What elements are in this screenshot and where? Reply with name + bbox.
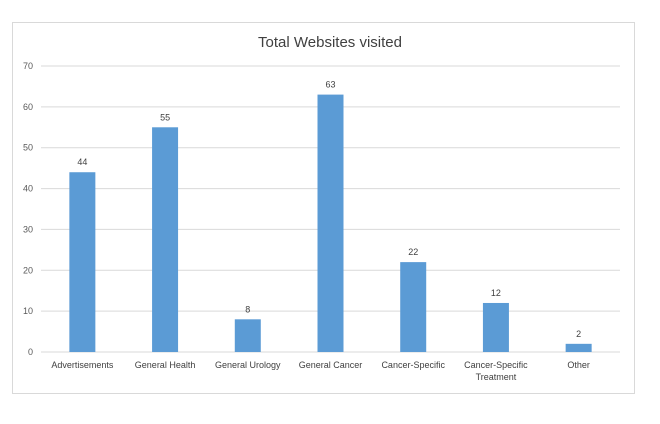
x-category-label: Cancer-Specific Treatment <box>464 360 528 382</box>
x-category-label: Other <box>567 360 590 370</box>
data-labels: 44 55 8 63 22 12 2 <box>77 80 581 339</box>
bar <box>317 94 344 352</box>
bar <box>565 343 592 352</box>
y-tick-label: 10 <box>23 306 33 316</box>
x-category-label: General Health <box>135 360 196 370</box>
data-label: 2 <box>576 329 581 339</box>
data-label: 22 <box>408 247 418 257</box>
bars <box>69 94 592 353</box>
bar <box>482 302 509 352</box>
data-label: 63 <box>325 80 335 90</box>
data-label: 44 <box>77 157 87 167</box>
bar <box>234 319 261 352</box>
x-category-label: General Cancer <box>299 360 363 370</box>
data-label: 8 <box>245 304 250 314</box>
y-tick-label: 50 <box>23 143 33 153</box>
y-tick-label: 60 <box>23 102 33 112</box>
data-label: 55 <box>160 112 170 122</box>
y-tick-label: 70 <box>23 61 33 71</box>
y-tick-label: 40 <box>23 184 33 194</box>
bar <box>69 172 96 352</box>
data-label: 12 <box>491 288 501 298</box>
bar <box>400 262 427 352</box>
y-tick-label: 0 <box>28 347 33 357</box>
bar <box>152 127 179 353</box>
x-category-label: Cancer-Specific <box>381 360 445 370</box>
x-axis-categories: Advertisements General Health General Urol… <box>51 360 590 382</box>
chart-title: Total Websites visited <box>258 34 402 51</box>
x-category-label: Advertisements <box>51 360 114 370</box>
y-axis-ticks: 0 10 20 30 40 50 60 70 <box>23 61 33 357</box>
y-tick-label: 30 <box>23 224 33 234</box>
y-tick-label: 20 <box>23 265 33 275</box>
x-category-label: General Urology <box>215 360 281 370</box>
